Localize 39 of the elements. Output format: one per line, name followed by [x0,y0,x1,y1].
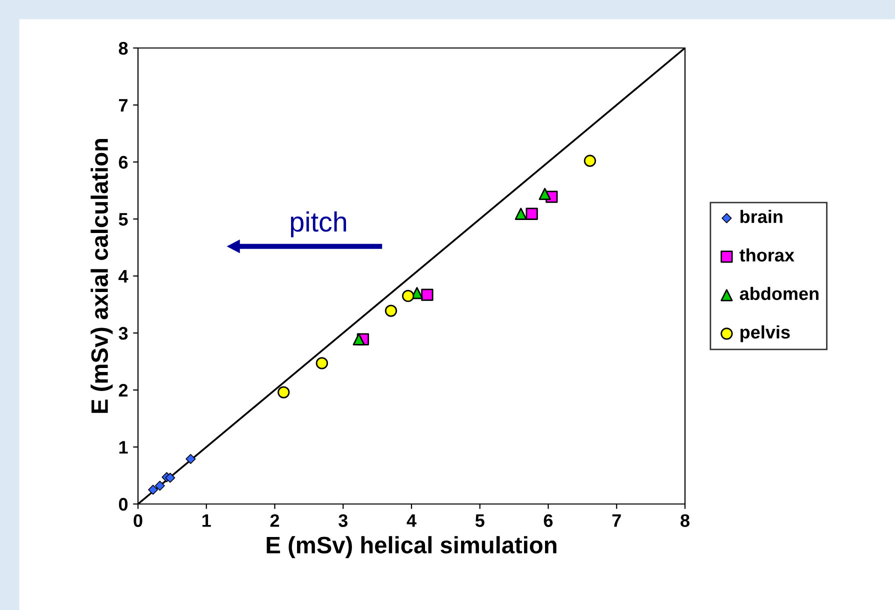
point [165,472,176,483]
y-tick-label: 3 [118,326,128,340]
point [186,454,196,464]
x-tick-label: 4 [406,514,416,527]
point [538,188,551,200]
y-tick-label: 5 [118,213,128,226]
point [421,288,434,301]
point [154,480,165,491]
y-tick-label: 1 [119,441,128,454]
y-tick-label: 4 [118,270,128,283]
x-tick-label: 2 [270,514,280,527]
annotation: pitch [290,211,346,238]
point [278,386,290,398]
x-tick-label: 7 [612,514,621,527]
x-tick-label: 0 [134,514,142,527]
point [526,208,538,220]
x-tick-label: 6 [544,514,553,527]
x-tick-label: 3 [338,514,348,528]
point [584,154,596,167]
legend-label: thorax [740,248,794,262]
y-tick-label: 8 [118,42,128,55]
legend-label: pelvis [740,325,790,342]
point [148,484,158,495]
point [352,333,365,346]
point [514,208,527,220]
legend-label: abdomen [740,286,818,300]
x-tick-label: 5 [475,514,484,527]
y-tick-label: 0 [118,498,128,511]
x-tick-label: 8 [680,514,690,527]
y-tick-label: 6 [118,156,128,169]
point [384,304,398,317]
y-axis-title: E (mSv) axial calculation [90,139,113,413]
y-tick-label: 7 [119,99,128,112]
x-axis-title: E (mSv) helical simulation [266,536,556,558]
point [402,290,414,302]
point [316,357,328,370]
x-tick-label: 1 [202,514,211,527]
legend-label: brain [740,210,782,224]
y-tick-label: 2 [118,384,128,397]
